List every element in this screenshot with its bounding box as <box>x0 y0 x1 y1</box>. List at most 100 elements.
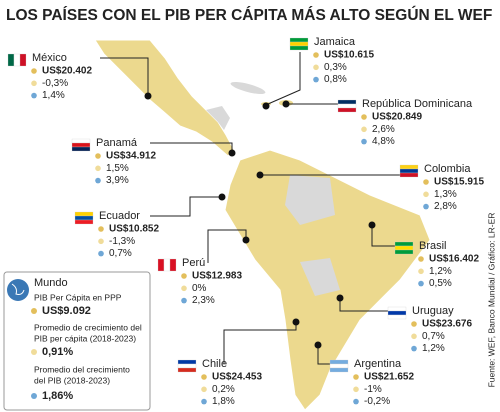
flag-stripe <box>74 215 94 221</box>
country-avg: 2,8% <box>434 201 457 212</box>
location-dot <box>242 236 250 244</box>
country-name: Jamaica <box>314 36 356 48</box>
country-growth: 2,6% <box>372 124 395 135</box>
connector <box>223 322 297 364</box>
location-dot <box>218 193 226 201</box>
flag-stripe <box>387 314 407 320</box>
legend-dot <box>181 297 187 304</box>
location-dot <box>292 318 300 326</box>
connector <box>267 52 301 105</box>
flag-stripe <box>289 45 309 51</box>
country-name: Argentina <box>354 358 402 370</box>
country-growth: 1,2% <box>429 266 452 277</box>
country-avg: 0,8% <box>324 74 347 85</box>
flag-stripe <box>337 107 357 113</box>
country-avg: 2,3% <box>192 295 215 306</box>
world-gdp-label: PIB Per Cápita en PPP <box>34 292 122 302</box>
flag-stripe <box>337 99 357 105</box>
legend-dot <box>353 386 359 393</box>
location-dot <box>144 92 152 100</box>
country-name: Panamá <box>96 137 138 149</box>
country-name: Chile <box>202 358 227 370</box>
legend-dot <box>361 126 367 133</box>
country-gdp: US$34.912 <box>106 151 156 162</box>
flag-stripe <box>163 258 171 272</box>
flag-stripe <box>399 164 419 170</box>
country-growth: -1% <box>364 384 382 395</box>
legend-dot <box>31 80 37 87</box>
flag-stripe <box>169 258 177 272</box>
flag-stripe <box>74 211 94 217</box>
country-name: Ecuador <box>99 210 140 222</box>
legend-dot <box>411 333 417 340</box>
connector <box>150 196 222 217</box>
location-dot <box>228 149 236 157</box>
flag-stripe <box>13 53 21 67</box>
legend-dot <box>201 398 207 405</box>
world-avg-label: del PIB (2018-2023) <box>34 375 110 385</box>
country-gdp: US$21.652 <box>364 372 414 383</box>
country-avg: 0,7% <box>109 248 132 259</box>
legend-dot <box>31 92 37 99</box>
flag-stripe <box>71 146 91 152</box>
world-gdp: US$9.092 <box>42 305 91 317</box>
location-dot <box>256 171 264 179</box>
legend-dot <box>411 321 417 327</box>
legend-dot <box>31 308 37 314</box>
flag-stripe <box>289 37 309 43</box>
legend-dot <box>181 273 187 279</box>
location-dot <box>262 102 270 110</box>
legend-dot <box>313 76 319 83</box>
country-gdp: US$16.402 <box>429 254 479 265</box>
location-dot <box>314 341 322 349</box>
legend-dot <box>31 349 37 355</box>
country-gdp: US$15.915 <box>434 177 484 188</box>
legend-dot <box>201 386 207 393</box>
country-gdp: US$10.615 <box>324 50 374 61</box>
flag-stripe <box>329 367 349 373</box>
legend-dot <box>353 398 359 405</box>
flag-stripe <box>387 310 407 316</box>
legend-dot <box>31 393 37 399</box>
world-growth-label: PIB per cápita (2018-2023) <box>34 333 136 343</box>
connector <box>207 229 247 263</box>
flag-stripe <box>289 41 309 47</box>
legend-dot <box>313 64 319 71</box>
connector <box>100 57 149 96</box>
country-avg: 1,8% <box>212 396 235 407</box>
country-avg: -0,2% <box>364 396 390 407</box>
legend-dot <box>361 138 367 145</box>
legend-dot <box>98 238 104 245</box>
flag-stripe <box>177 359 197 365</box>
globe-lines <box>11 283 25 295</box>
country-growth: 1,5% <box>106 163 129 174</box>
legend-dot <box>98 250 104 257</box>
legend-dot <box>181 285 187 292</box>
country-gdp: US$12.983 <box>192 271 242 282</box>
legend-dot <box>418 256 424 262</box>
flag-stripe <box>7 53 15 67</box>
legend-dot <box>423 179 429 185</box>
flag-stripe <box>177 363 197 369</box>
connector <box>339 298 388 312</box>
country-name: Colombia <box>424 163 471 175</box>
location-dot <box>336 294 344 302</box>
flag-stripe <box>71 142 91 148</box>
world-box <box>3 271 151 411</box>
flag-stripe <box>399 172 419 178</box>
mexico-shape <box>94 39 235 157</box>
legend-dot <box>361 114 367 120</box>
legend-dot <box>313 52 319 58</box>
country-avg: 3,9% <box>106 175 129 186</box>
country-avg: 1,2% <box>422 343 445 354</box>
world-avg-label: Promedio del crecimiento <box>34 364 130 374</box>
country-growth: 0,3% <box>324 62 347 73</box>
country-growth: 0,2% <box>212 384 235 395</box>
country-name: Perú <box>182 257 205 269</box>
location-dot <box>368 221 376 229</box>
legend-dot <box>353 374 359 380</box>
country-gdp: US$24.453 <box>212 372 262 383</box>
connector <box>317 345 330 365</box>
flag-stripe <box>387 306 407 312</box>
map <box>94 39 431 411</box>
